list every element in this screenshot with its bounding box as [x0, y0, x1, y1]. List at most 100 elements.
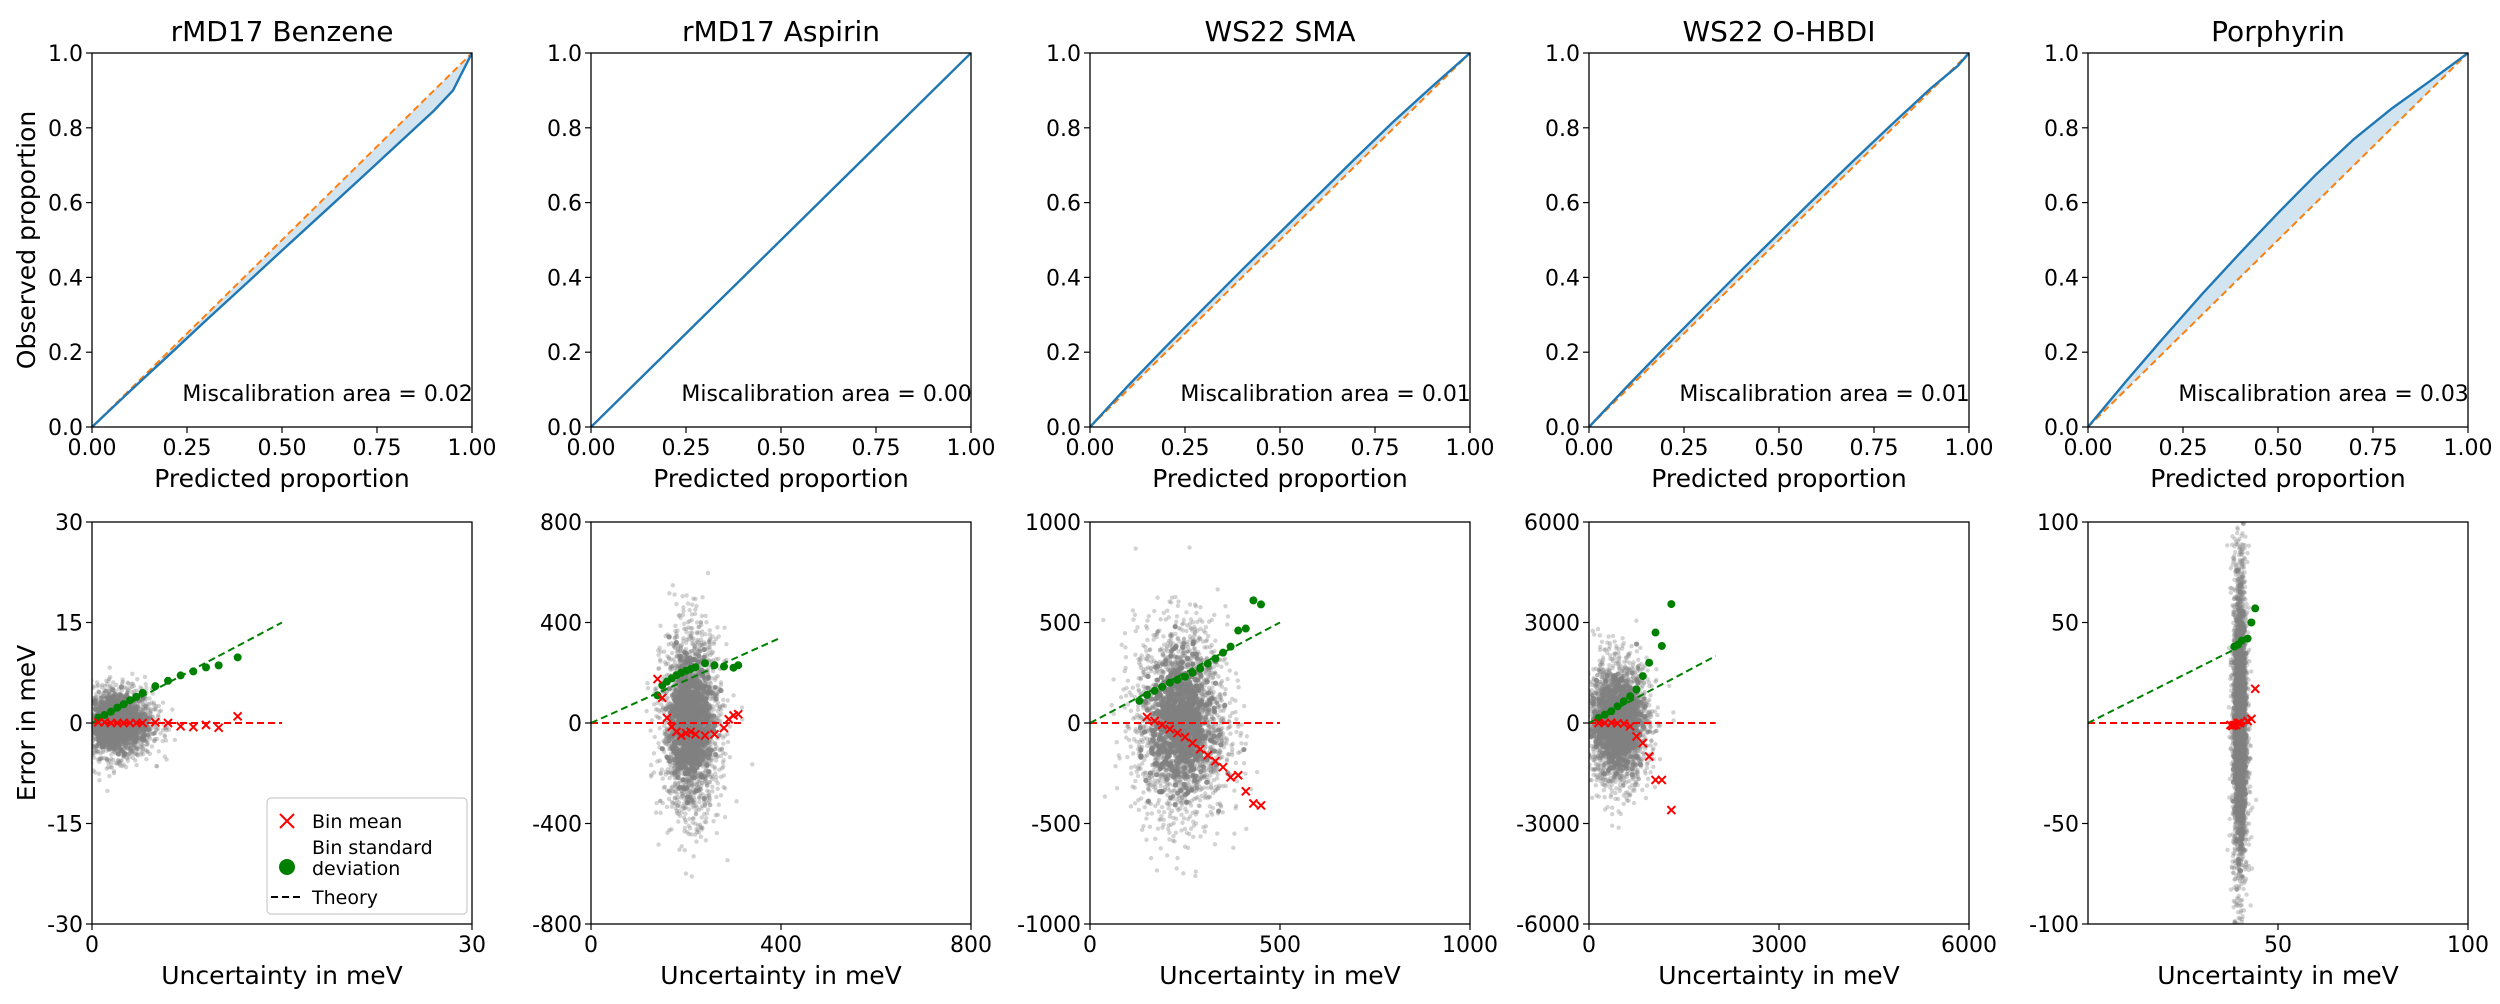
scatter-point: [672, 592, 676, 596]
scatter-point: [135, 677, 139, 681]
x-tick-label: 0.75: [1850, 436, 1899, 461]
scatter-point: [684, 640, 688, 644]
scatter-point: [717, 803, 721, 807]
scatter-point: [56, 685, 60, 689]
scatter-point: [118, 763, 122, 767]
scatter-point: [714, 795, 718, 799]
x-tick-label: 1.00: [2444, 436, 2493, 461]
scatter-point: [67, 743, 71, 747]
scatter-point: [57, 746, 61, 750]
bin-std-point: [234, 653, 242, 661]
scatter-point: [93, 706, 98, 711]
plot-area: [1589, 53, 1969, 427]
y-tick-label: 0.0: [1545, 416, 1580, 441]
scatter-point: [658, 624, 662, 628]
scatter-point: [140, 734, 145, 739]
scatter-point: [721, 785, 725, 789]
scatter-point: [76, 742, 80, 746]
scatter-point: [125, 756, 129, 760]
scatter-point: [130, 713, 135, 718]
scatter-point: [665, 788, 669, 792]
x-tick-label: 0.50: [2254, 436, 2303, 461]
scatter-point: [120, 677, 124, 681]
scatter-point: [721, 741, 725, 745]
scatter-point: [684, 820, 688, 824]
scatter-point: [134, 763, 138, 767]
scatter-point: [83, 715, 87, 719]
scatter-point: [750, 762, 754, 766]
y-axis-title: Observed proportion: [12, 111, 41, 369]
panel-title: WS22 O-HBDI: [1683, 15, 1876, 48]
scatter-point: [83, 737, 87, 741]
y-tick-label: 0.2: [2044, 341, 2079, 366]
scatter-point: [690, 626, 694, 630]
scatter-point: [121, 732, 126, 737]
scatter-point: [82, 688, 86, 692]
scatter-point: [144, 757, 148, 761]
scatter-point: [87, 726, 91, 730]
scatter-point: [84, 713, 88, 717]
scatter-point: [142, 712, 147, 717]
scatter-point: [100, 744, 105, 749]
scatter-point: [687, 807, 691, 811]
scatter-point: [63, 714, 67, 718]
scatter-point: [691, 636, 695, 640]
scatter-point: [700, 781, 704, 785]
scatter-point: [725, 858, 729, 862]
scatter-point: [164, 728, 168, 732]
miscalibration-annotation: Miscalibration area = 0.00: [681, 382, 971, 407]
plot-area: [1090, 53, 1470, 427]
scatter-point: [107, 746, 112, 751]
scatter-point: [95, 680, 99, 684]
scatter-point: [82, 739, 86, 743]
y-tick-label: 0.4: [547, 266, 582, 291]
y-axis-title: Error in meV: [12, 645, 41, 801]
bin-std-point: [202, 663, 210, 671]
miscalibration-annotation: Miscalibration area = 0.01: [1679, 382, 1969, 407]
scatter-point: [88, 696, 92, 700]
scatter-point: [158, 731, 162, 735]
y-tick-label: 0.4: [2044, 266, 2079, 291]
scatter-point: [99, 696, 103, 700]
scatter-point: [87, 738, 91, 742]
scatter-point: [708, 637, 712, 641]
scatter-point: [73, 695, 77, 699]
scatter-point: [716, 813, 720, 817]
y-tick-label: 0.0: [2044, 416, 2079, 441]
scatter-point: [161, 700, 165, 704]
scatter-point: [686, 601, 690, 605]
y-tick-label: 0.4: [48, 266, 83, 291]
scatter-point: [84, 699, 88, 703]
scatter-point: [663, 660, 667, 664]
scatter-point: [63, 699, 67, 703]
x-tick-label: 0.25: [2159, 436, 2208, 461]
bin-std-point: [189, 667, 197, 675]
y-tick-label: 0.6: [1046, 192, 1081, 217]
scatter-point: [691, 816, 695, 820]
scatter-point: [112, 737, 117, 742]
scatter-point: [728, 755, 732, 759]
scatter-point: [657, 726, 661, 730]
scatter-point: [700, 815, 704, 819]
scatter-point: [683, 848, 687, 852]
legend-label-theory: Theory: [311, 887, 378, 909]
scatter-point: [87, 717, 91, 721]
scatter-point: [87, 683, 91, 687]
scatter-point: [86, 701, 90, 705]
y-tick-label: 0: [69, 712, 83, 737]
scatter-point: [96, 738, 101, 743]
scatter-point: [82, 746, 86, 750]
scatter-point: [681, 609, 685, 613]
scatter-point: [87, 704, 91, 708]
scatter-point: [82, 712, 86, 716]
scatter-point: [734, 799, 738, 803]
x-tick-label: 0.75: [2349, 436, 2398, 461]
scatter-point: [86, 758, 90, 762]
scatter-point: [724, 642, 728, 646]
scatter-point: [658, 811, 662, 815]
scatter-point: [106, 730, 111, 735]
scatter-point: [97, 690, 101, 694]
scatter-point: [84, 701, 88, 705]
x-tick-label: 0: [85, 933, 99, 958]
